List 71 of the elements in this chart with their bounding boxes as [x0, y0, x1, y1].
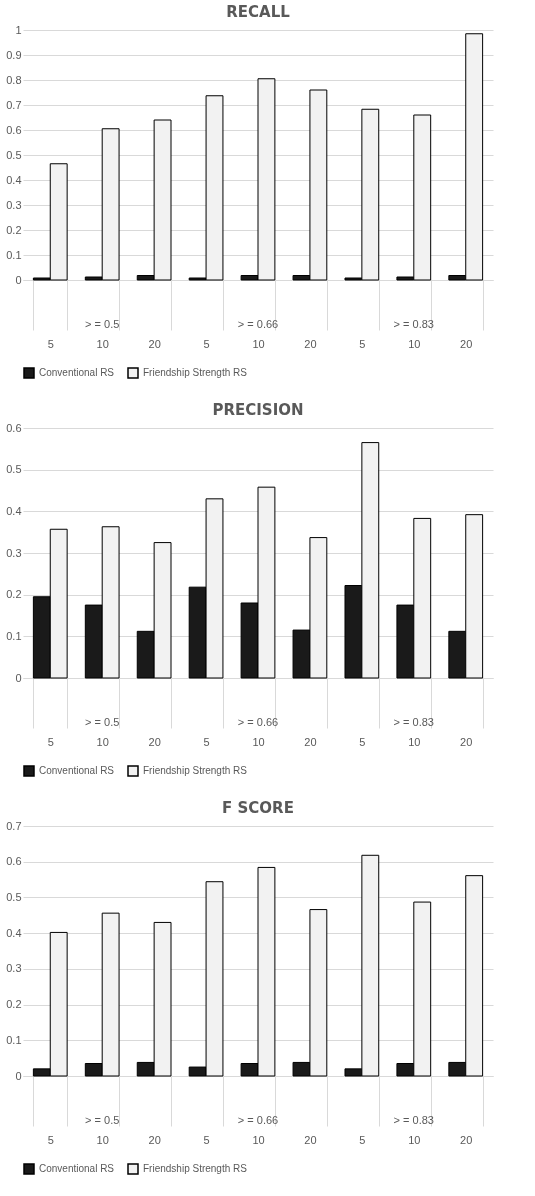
x-tick-label: 10	[96, 735, 109, 748]
y-tick-label: 0.4	[6, 504, 22, 517]
y-tick-label: 0.8	[6, 73, 22, 86]
x-tick-label: 5	[359, 337, 366, 350]
text: > = 0.83	[393, 1114, 434, 1126]
y-tick-label: 0.6	[6, 421, 22, 434]
y-tick-label: 0.9	[6, 48, 22, 61]
x-tick-label: 5	[203, 735, 210, 748]
x-tick-label: 20	[304, 337, 317, 350]
y-tick-label: 0.3	[6, 962, 22, 975]
x-tick-label: 5	[359, 1133, 366, 1146]
text: > = 0.5	[85, 318, 120, 330]
x-tick-label: 10	[252, 735, 265, 748]
legend-label: Conventional RS	[39, 367, 115, 378]
chart-title: F SCORE	[222, 799, 294, 817]
y-tick-label: 0.5	[6, 148, 22, 161]
x-tick-label: 20	[148, 1133, 161, 1146]
x-tick-label: 5	[203, 1133, 210, 1146]
y-tick-label: 0.2	[6, 998, 22, 1011]
x-tick-label: 5	[203, 337, 210, 350]
legend-label: Conventional RS	[39, 1163, 115, 1174]
x-tick-label: 20	[460, 1133, 473, 1146]
text: > = 0.83	[393, 716, 434, 728]
legend-label: Friendship Strength RS	[143, 367, 248, 378]
x-tick-label: 5	[47, 337, 54, 350]
y-tick-label: 0.6	[6, 123, 22, 136]
x-tick-label: 20	[460, 735, 473, 748]
text: > = 0.83	[393, 318, 434, 330]
x-tick-label: 10	[408, 1133, 421, 1146]
y-tick-label: 0.2	[6, 223, 22, 236]
chart-title: PRECISION	[212, 401, 304, 419]
legend-label: Friendship Strength RS	[143, 1163, 248, 1174]
y-tick-label: 0.1	[6, 629, 22, 642]
x-tick-label: 5	[47, 1133, 54, 1146]
text: > = 0.66	[237, 716, 279, 728]
y-tick-label: 0	[15, 671, 22, 684]
legend-label: Friendship Strength RS	[143, 765, 248, 776]
y-tick-label: 0.1	[6, 1033, 22, 1046]
y-tick-label: 0.4	[6, 173, 22, 186]
y-tick-label: 0.2	[6, 588, 22, 601]
x-tick-label: 5	[359, 735, 366, 748]
legend-label: Conventional RS	[39, 765, 115, 776]
y-tick-label: 0.3	[6, 198, 22, 211]
text: > = 0.66	[237, 318, 279, 330]
y-tick-label: 0.6	[6, 855, 22, 868]
y-tick-label: 0.5	[6, 463, 22, 476]
y-tick-label: 0	[15, 273, 22, 286]
text: > = 0.66	[237, 1114, 279, 1126]
y-tick-label: 1	[15, 23, 22, 36]
text: > = 0.5	[85, 1114, 120, 1126]
x-tick-label: 5	[47, 735, 54, 748]
x-tick-label: 10	[408, 337, 421, 350]
x-tick-label: 20	[460, 337, 473, 350]
x-tick-label: 20	[148, 735, 161, 748]
x-tick-label: 10	[96, 1133, 109, 1146]
x-tick-label: 10	[252, 337, 265, 350]
y-tick-label: 0.1	[6, 248, 22, 261]
y-tick-label: 0.7	[6, 819, 22, 832]
x-tick-label: 20	[304, 735, 317, 748]
y-tick-label: 0.3	[6, 546, 22, 559]
x-tick-label: 10	[252, 1133, 265, 1146]
x-tick-label: 10	[408, 735, 421, 748]
x-tick-label: 20	[304, 1133, 317, 1146]
y-tick-label: 0	[15, 1069, 22, 1082]
x-tick-label: 10	[96, 337, 109, 350]
y-tick-label: 0.7	[6, 98, 22, 111]
chart-title: RECALL	[226, 3, 291, 21]
y-tick-label: 0.5	[6, 890, 22, 903]
text: > = 0.5	[85, 716, 120, 728]
y-tick-label: 0.4	[6, 926, 22, 939]
x-tick-label: 20	[148, 337, 161, 350]
